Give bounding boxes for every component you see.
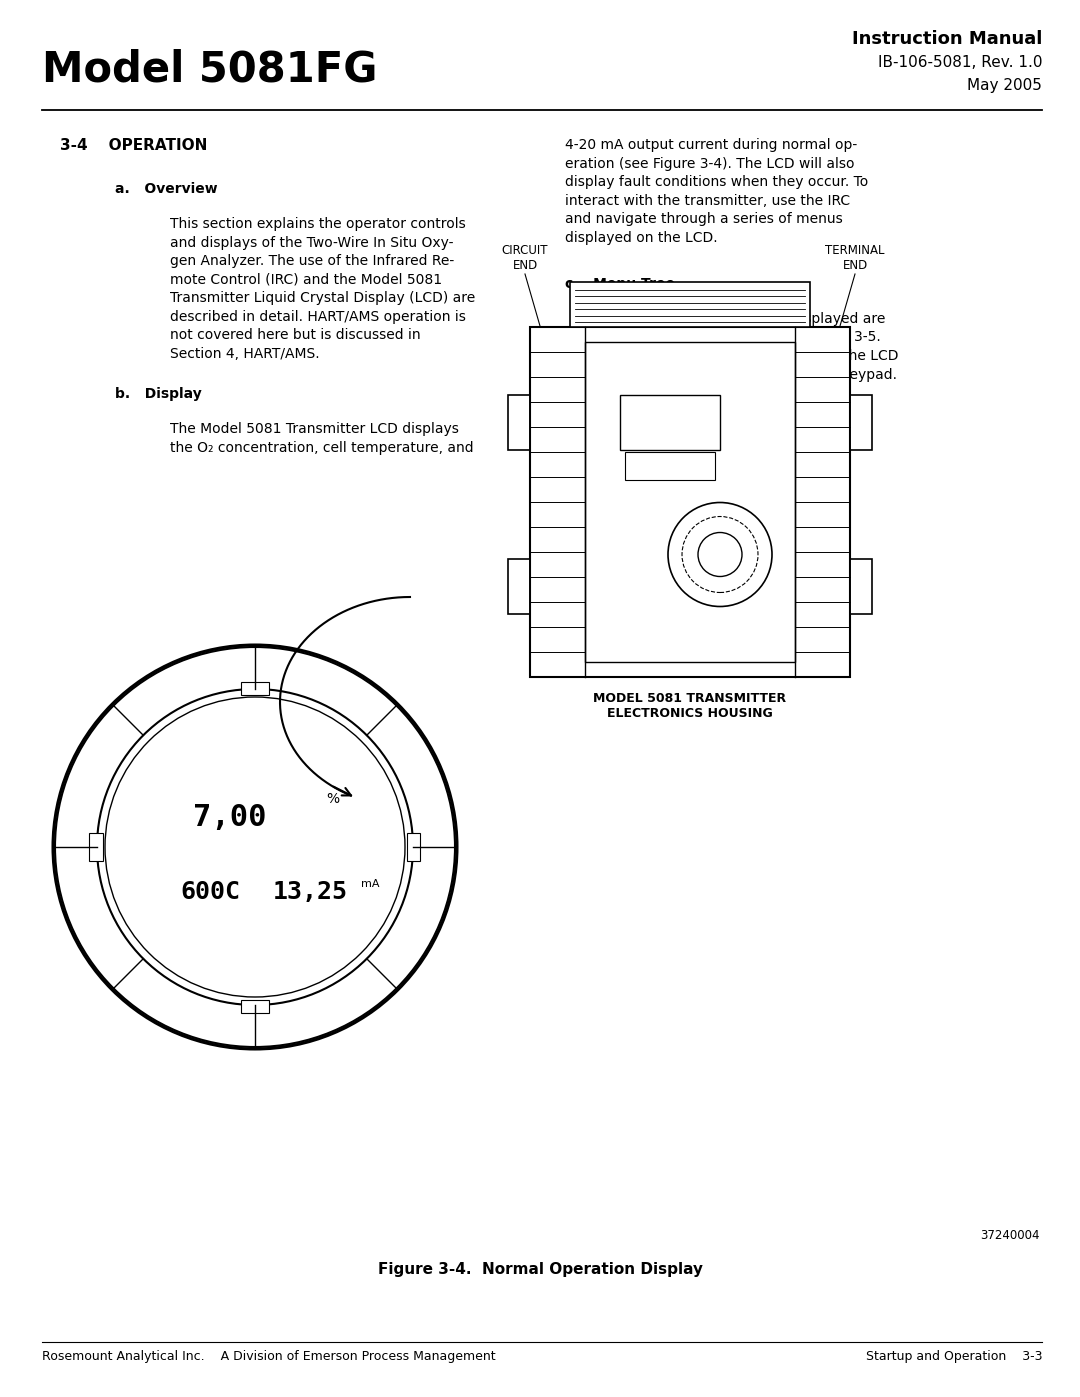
Text: 13,25: 13,25 — [272, 880, 348, 904]
Bar — [850, 559, 872, 615]
Circle shape — [681, 517, 758, 592]
Text: TERMINAL
END: TERMINAL END — [825, 244, 885, 272]
Bar — [241, 682, 269, 694]
Text: %: % — [326, 792, 339, 806]
Circle shape — [53, 645, 457, 1049]
Text: the O₂ concentration, cell temperature, and: the O₂ concentration, cell temperature, … — [170, 440, 474, 454]
Bar — [241, 999, 269, 1013]
Bar — [508, 559, 530, 615]
Bar — [625, 451, 715, 479]
Text: eration (see Figure 3-4). The LCD will also: eration (see Figure 3-4). The LCD will a… — [565, 156, 854, 170]
Text: shown in the menu tree of Figure 3-5.: shown in the menu tree of Figure 3-5. — [620, 331, 881, 345]
Text: 600C: 600C — [180, 880, 240, 904]
Text: Instruction Manual: Instruction Manual — [852, 29, 1042, 47]
Bar — [850, 394, 872, 450]
Text: mote Control (IRC) and the Model 5081: mote Control (IRC) and the Model 5081 — [170, 272, 442, 286]
Text: IB-106-5081, Rev. 1.0: IB-106-5081, Rev. 1.0 — [877, 54, 1042, 70]
Text: Rosemount Analytical Inc.    A Division of Emerson Process Management: Rosemount Analytical Inc. A Division of … — [42, 1350, 496, 1363]
Text: described in detail. HART/AMS operation is: described in detail. HART/AMS operation … — [170, 310, 465, 324]
Text: displayed on the LCD.: displayed on the LCD. — [565, 231, 717, 244]
Text: The Model 5081 Transmitter LCD displays: The Model 5081 Transmitter LCD displays — [170, 422, 459, 436]
Text: not covered here but is discussed in: not covered here but is discussed in — [170, 328, 420, 342]
Bar — [90, 833, 103, 861]
Bar — [407, 833, 420, 861]
Text: The screens that can be displayed are: The screens that can be displayed are — [620, 312, 886, 326]
Text: Section 4, HART/AMS.: Section 4, HART/AMS. — [170, 346, 320, 360]
Text: mA: mA — [361, 879, 379, 888]
Circle shape — [698, 532, 742, 577]
Text: Figure 3-4.  Normal Operation Display: Figure 3-4. Normal Operation Display — [378, 1261, 702, 1277]
Text: This section explains the operator controls: This section explains the operator contr… — [170, 217, 465, 231]
Text: interact with the transmitter, use the IRC: interact with the transmitter, use the I… — [565, 194, 850, 208]
Circle shape — [97, 689, 413, 1004]
Text: and are accessed using the IRC keypad.: and are accessed using the IRC keypad. — [620, 367, 897, 381]
FancyBboxPatch shape — [530, 327, 850, 678]
Circle shape — [669, 503, 772, 606]
Bar — [620, 394, 720, 450]
Circle shape — [105, 697, 405, 997]
Text: MODEL 5081 TRANSMITTER
ELECTRONICS HOUSING: MODEL 5081 TRANSMITTER ELECTRONICS HOUSI… — [593, 692, 786, 719]
Text: Transmitter Liquid Crystal Display (LCD) are: Transmitter Liquid Crystal Display (LCD)… — [170, 291, 475, 305]
Text: CIRCUIT
END: CIRCUIT END — [502, 244, 549, 272]
Text: May 2005: May 2005 — [967, 78, 1042, 94]
Text: a.   Overview: a. Overview — [114, 182, 218, 196]
Text: These screens are displayed on the LCD: These screens are displayed on the LCD — [620, 349, 899, 363]
Text: 7,00: 7,00 — [193, 802, 267, 831]
Text: 3-4    OPERATION: 3-4 OPERATION — [60, 138, 207, 154]
Text: and navigate through a series of menus: and navigate through a series of menus — [565, 212, 842, 226]
Bar — [508, 394, 530, 450]
Text: c.   Menu Tree: c. Menu Tree — [565, 277, 675, 291]
Text: 37240004: 37240004 — [981, 1229, 1040, 1242]
Text: Model 5081FG: Model 5081FG — [42, 47, 378, 89]
Text: and displays of the Two-Wire In Situ Oxy-: and displays of the Two-Wire In Situ Oxy… — [170, 236, 454, 250]
Circle shape — [55, 647, 455, 1046]
Text: gen Analyzer. The use of the Infrared Re-: gen Analyzer. The use of the Infrared Re… — [170, 254, 455, 268]
Bar — [570, 282, 810, 327]
Bar — [585, 342, 795, 662]
Text: Startup and Operation    3-3: Startup and Operation 3-3 — [865, 1350, 1042, 1363]
Text: b.   Display: b. Display — [114, 387, 202, 401]
Text: display fault conditions when they occur. To: display fault conditions when they occur… — [565, 175, 868, 189]
Text: 4-20 mA output current during normal op-: 4-20 mA output current during normal op- — [565, 138, 858, 152]
